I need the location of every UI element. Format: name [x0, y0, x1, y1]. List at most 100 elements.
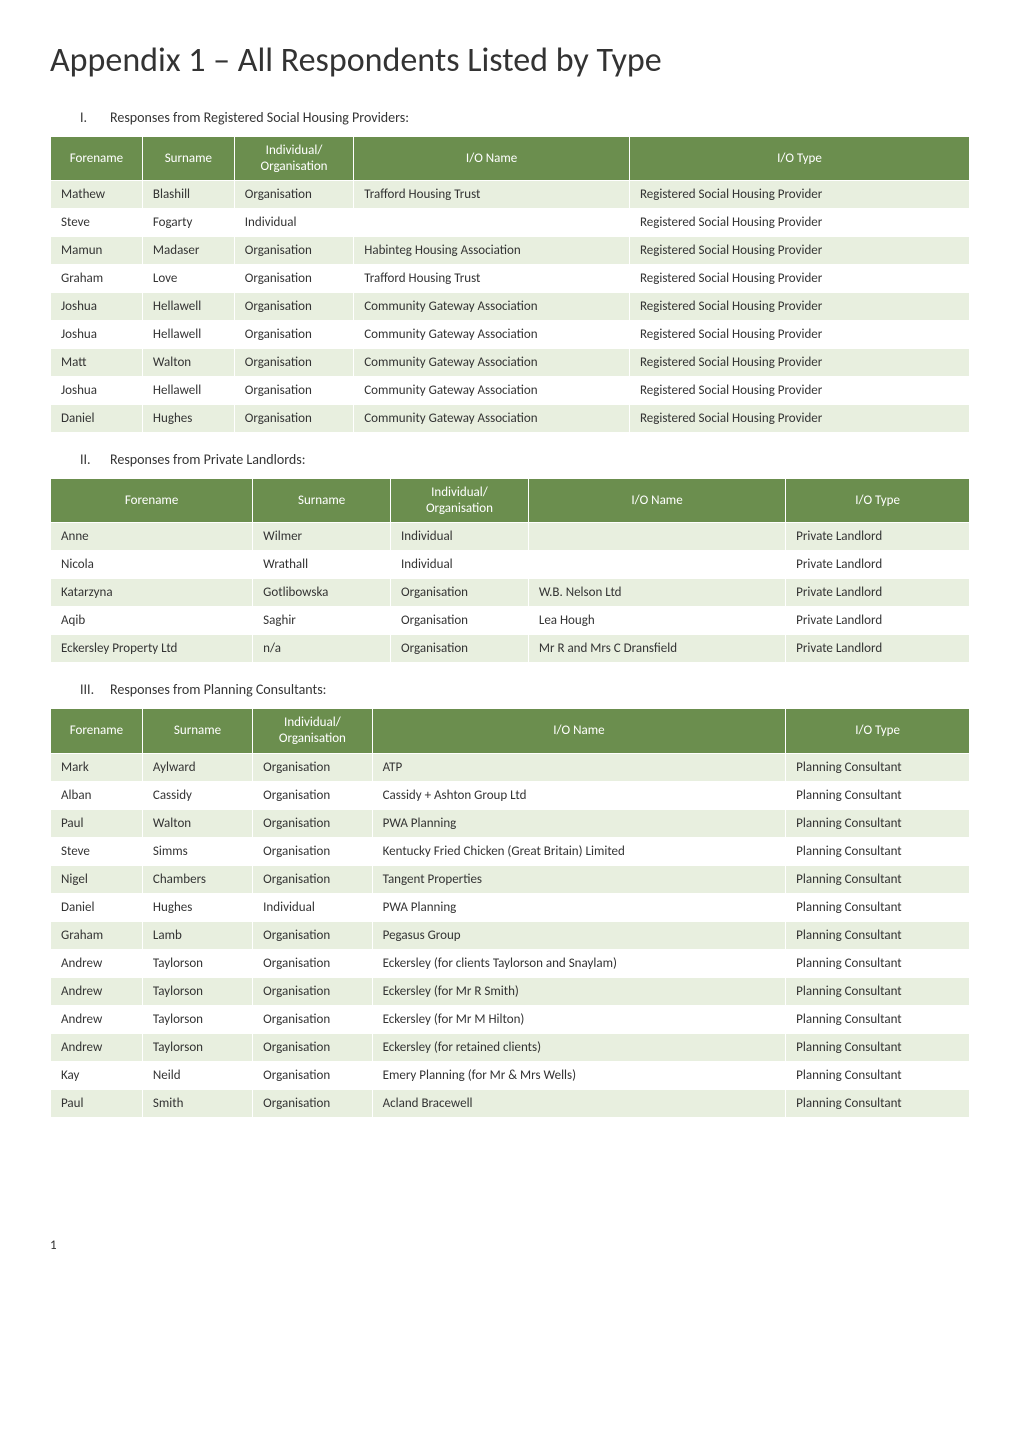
table-cell: Nicola: [51, 551, 253, 579]
table-cell: Planning Consultant: [786, 781, 970, 809]
table-cell: Private Landlord: [786, 579, 970, 607]
table-row: AndrewTaylorsonOrganisationEckersley (fo…: [51, 977, 970, 1005]
table-cell: Joshua: [51, 321, 143, 349]
table-cell: Steve: [51, 837, 143, 865]
table-row: SteveFogartyIndividualRegistered Social …: [51, 209, 970, 237]
table-cell: Taylorson: [142, 977, 252, 1005]
table-row: KatarzynaGotlibowskaOrganisationW.B. Nel…: [51, 579, 970, 607]
table-header-cell: I/O Name: [528, 479, 785, 523]
table-cell: Eckersley (for Mr M Hilton): [372, 1005, 786, 1033]
table-cell: Organisation: [253, 1005, 372, 1033]
table-cell: Individual: [391, 551, 529, 579]
table-header-cell: Surname: [142, 137, 234, 181]
table-cell: Paul: [51, 1089, 143, 1117]
table-cell: Fogarty: [142, 209, 234, 237]
table-row: PaulSmithOrganisationAcland BracewellPla…: [51, 1089, 970, 1117]
table-cell: Registered Social Housing Provider: [629, 321, 969, 349]
table-cell: [528, 523, 785, 551]
table-cell: Blashill: [142, 181, 234, 209]
table-cell: Cassidy + Ashton Group Ltd: [372, 781, 786, 809]
table-cell: Cassidy: [142, 781, 252, 809]
table-cell: Registered Social Housing Provider: [629, 405, 969, 433]
table-cell: Andrew: [51, 977, 143, 1005]
table-cell: Neild: [142, 1061, 252, 1089]
table-cell: Mark: [51, 753, 143, 781]
table-cell: Simms: [142, 837, 252, 865]
table-cell: Chambers: [142, 865, 252, 893]
table-cell: Registered Social Housing Provider: [629, 377, 969, 405]
table-header-cell: Forename: [51, 709, 143, 753]
table-cell: W.B. Nelson Ltd: [528, 579, 785, 607]
table-header-cell: I/O Name: [372, 709, 786, 753]
table-row: MathewBlashillOrganisationTrafford Housi…: [51, 181, 970, 209]
table-cell: Organisation: [234, 321, 353, 349]
table-cell: Organisation: [253, 865, 372, 893]
table-cell: Wrathall: [253, 551, 391, 579]
table-row: NicolaWrathallIndividualPrivate Landlord: [51, 551, 970, 579]
table-cell: Organisation: [253, 753, 372, 781]
table-cell: Katarzyna: [51, 579, 253, 607]
table-cell: Registered Social Housing Provider: [629, 181, 969, 209]
section-roman: I.: [80, 109, 110, 126]
table-cell: Planning Consultant: [786, 893, 970, 921]
table-cell: Planning Consultant: [786, 1005, 970, 1033]
table-cell: Planning Consultant: [786, 921, 970, 949]
table-cell: Mamun: [51, 237, 143, 265]
table-cell: Organisation: [253, 921, 372, 949]
table-row: AlbanCassidyOrganisationCassidy + Ashton…: [51, 781, 970, 809]
table-row: JoshuaHellawellOrganisationCommunity Gat…: [51, 293, 970, 321]
table-cell: Emery Planning (for Mr & Mrs Wells): [372, 1061, 786, 1089]
table-cell: Steve: [51, 209, 143, 237]
table-header-cell: I/O Type: [629, 137, 969, 181]
table-cell: [528, 551, 785, 579]
table-cell: PWA Planning: [372, 893, 786, 921]
table-cell: Hughes: [142, 893, 252, 921]
table-cell: Graham: [51, 265, 143, 293]
table-row: MarkAylwardOrganisationATPPlanning Consu…: [51, 753, 970, 781]
table-cell: Taylorson: [142, 1005, 252, 1033]
table-cell: Eckersley (for retained clients): [372, 1033, 786, 1061]
table-cell: Individual: [391, 523, 529, 551]
table-cell: Organisation: [234, 237, 353, 265]
table-cell: Hellawell: [142, 377, 234, 405]
table-cell: Pegasus Group: [372, 921, 786, 949]
table-cell: Planning Consultant: [786, 1033, 970, 1061]
table-cell: Smith: [142, 1089, 252, 1117]
table-cell: Planning Consultant: [786, 1061, 970, 1089]
table-cell: Eckersley (for Mr R Smith): [372, 977, 786, 1005]
table-row: AqibSaghirOrganisationLea HoughPrivate L…: [51, 607, 970, 635]
table-cell: Wilmer: [253, 523, 391, 551]
table-cell: Mathew: [51, 181, 143, 209]
table-cell: Private Landlord: [786, 607, 970, 635]
table-row: AndrewTaylorsonOrganisationEckersley (fo…: [51, 949, 970, 977]
table-cell: Organisation: [253, 1061, 372, 1089]
table-cell: Organisation: [234, 377, 353, 405]
table-header-cell: I/O Type: [786, 479, 970, 523]
table-cell: Planning Consultant: [786, 753, 970, 781]
table-cell: Joshua: [51, 293, 143, 321]
table-cell: Madaser: [142, 237, 234, 265]
table-cell: Nigel: [51, 865, 143, 893]
table-cell: Lamb: [142, 921, 252, 949]
table-cell: Registered Social Housing Provider: [629, 237, 969, 265]
table-header-cell: Individual/Organisation: [234, 137, 353, 181]
table-header-cell: I/O Type: [786, 709, 970, 753]
table-cell: Hellawell: [142, 293, 234, 321]
table-cell: Graham: [51, 921, 143, 949]
table-cell: Registered Social Housing Provider: [629, 209, 969, 237]
table-row: JoshuaHellawellOrganisationCommunity Gat…: [51, 321, 970, 349]
table-cell: Eckersley Property Ltd: [51, 635, 253, 663]
table-cell: Taylorson: [142, 1033, 252, 1061]
table-cell: Organisation: [234, 181, 353, 209]
table-cell: Organisation: [391, 607, 529, 635]
table-row: KayNeildOrganisationEmery Planning (for …: [51, 1061, 970, 1089]
table-header-cell: Forename: [51, 137, 143, 181]
page-number: 1: [50, 1238, 970, 1253]
table-cell: Lea Hough: [528, 607, 785, 635]
table-cell: Eckersley (for clients Taylorson and Sna…: [372, 949, 786, 977]
table-cell: Planning Consultant: [786, 865, 970, 893]
table-header-cell: Individual/Organisation: [253, 709, 372, 753]
table-cell: Hellawell: [142, 321, 234, 349]
section-label: III.Responses from Planning Consultants:: [80, 681, 970, 698]
table-header-cell: I/O Name: [354, 137, 630, 181]
